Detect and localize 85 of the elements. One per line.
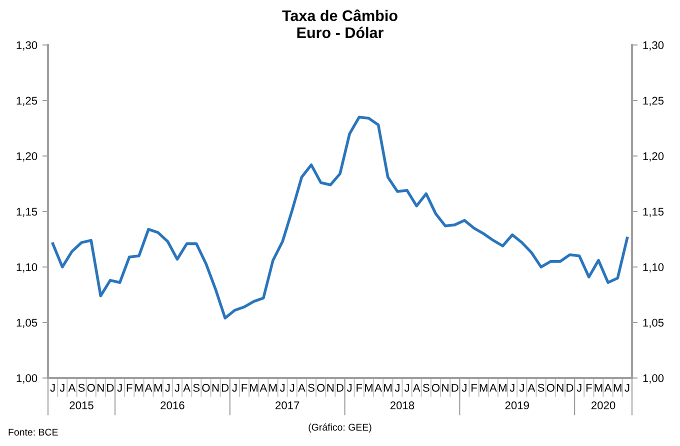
x-tick-label: N xyxy=(212,384,219,392)
x-tick-label: J xyxy=(576,384,582,392)
x-tick-label: M xyxy=(365,384,372,392)
x-tick-label: J xyxy=(394,384,400,392)
x-tick-label: F xyxy=(356,384,362,392)
x-tick-label: A xyxy=(68,384,76,392)
x-tick-label: D xyxy=(566,384,574,392)
y-tick-label: 1,05 xyxy=(16,318,38,328)
y-tick-label: 1,25 xyxy=(16,96,38,106)
x-tick-label: J xyxy=(346,384,352,392)
x-tick-label: N xyxy=(98,384,104,392)
text: 2015 xyxy=(70,401,94,410)
y2-tick-label: 1,10 xyxy=(643,263,664,272)
y2-tick-label: 1,15 xyxy=(643,208,664,217)
x-tick-label: D xyxy=(452,384,458,392)
x-tick-label: J xyxy=(624,384,630,392)
x-tick-label: A xyxy=(528,384,536,392)
text: (Gráfico: GEE) xyxy=(308,423,372,433)
text: 2019 xyxy=(505,401,529,410)
x-tick-label: S xyxy=(422,384,430,392)
x-tick-label: J xyxy=(280,384,285,392)
x-tick-label: A xyxy=(412,384,420,392)
x-tick-label: J xyxy=(404,384,409,392)
text: 2017 xyxy=(276,401,300,410)
x-tick-label: N xyxy=(442,384,448,392)
x-tick-label: O xyxy=(546,384,554,392)
y2-tick-label: 1,05 xyxy=(643,318,664,328)
y2-tick-label: 1,30 xyxy=(643,41,664,50)
x-tick-label: O xyxy=(202,384,210,392)
x-tick-label: F xyxy=(126,384,132,392)
x-tick-label: J xyxy=(462,384,466,392)
x-tick-label: J xyxy=(174,384,180,392)
x-tick-label: J xyxy=(232,384,237,392)
text: 2018 xyxy=(390,401,414,410)
x-tick-label: A xyxy=(298,384,306,392)
x-tick-label: D xyxy=(107,384,114,392)
x-tick-label: A xyxy=(604,384,612,392)
text: 2016 xyxy=(160,401,184,410)
y-tick-label: 1,30 xyxy=(16,41,38,50)
x-tick-label: J xyxy=(165,384,170,392)
x-tick-label: M xyxy=(135,384,143,392)
y2-tick-label: 1,00 xyxy=(643,374,664,384)
y-tick-label: 1,00 xyxy=(16,374,38,384)
x-tick-label: S xyxy=(538,384,544,392)
x-tick-label: J xyxy=(519,384,524,392)
x-tick-label: M xyxy=(480,384,488,392)
chart-title: Taxa de Câmbio xyxy=(282,10,398,22)
source-note: Fonte: BCE xyxy=(8,428,58,436)
x-tick-label: J xyxy=(60,384,64,392)
x-tick-label: F xyxy=(586,384,592,392)
y-tick-label: 1,20 xyxy=(16,152,38,162)
x-tick-label: O xyxy=(317,384,325,392)
x-tick-label: A xyxy=(183,384,191,392)
x-tick-label: M xyxy=(614,384,622,392)
y-tick-label: 1,15 xyxy=(16,208,38,217)
x-tick-label: F xyxy=(242,384,248,392)
x-tick-label: N xyxy=(327,384,334,392)
y2-tick-label: 1,25 xyxy=(643,96,664,106)
x-tick-label: D xyxy=(336,384,344,392)
x-tick-label: M xyxy=(384,384,392,392)
x-tick-label: J xyxy=(117,384,122,392)
x-tick-label: S xyxy=(193,384,200,392)
x-tick-label: S xyxy=(78,384,85,392)
x-tick-label: N xyxy=(557,384,564,392)
x-tick-label: J xyxy=(50,384,55,392)
x-tick-label: A xyxy=(374,384,382,392)
x-tick-label: M xyxy=(269,384,277,392)
x-tick-label: M xyxy=(499,384,506,392)
x-tick-label: S xyxy=(308,384,314,392)
x-tick-label: O xyxy=(432,384,440,392)
x-tick-label: O xyxy=(87,384,95,392)
chart-subtitle: Euro - Dólar xyxy=(297,26,384,38)
text: 2020 xyxy=(591,401,616,410)
x-tick-label: J xyxy=(510,384,514,392)
x-tick-label: A xyxy=(144,384,152,392)
x-tick-label: M xyxy=(594,384,602,392)
x-tick-label: D xyxy=(222,384,229,392)
x-tick-label: M xyxy=(250,384,258,392)
y-tick-label: 1,10 xyxy=(16,263,38,272)
x-tick-label: A xyxy=(489,384,497,392)
y2-tick-label: 1,20 xyxy=(643,152,664,162)
x-tick-label: F xyxy=(472,384,477,392)
x-tick-label: A xyxy=(260,384,268,392)
x-tick-label: J xyxy=(290,384,294,392)
x-tick-label: M xyxy=(154,384,162,392)
